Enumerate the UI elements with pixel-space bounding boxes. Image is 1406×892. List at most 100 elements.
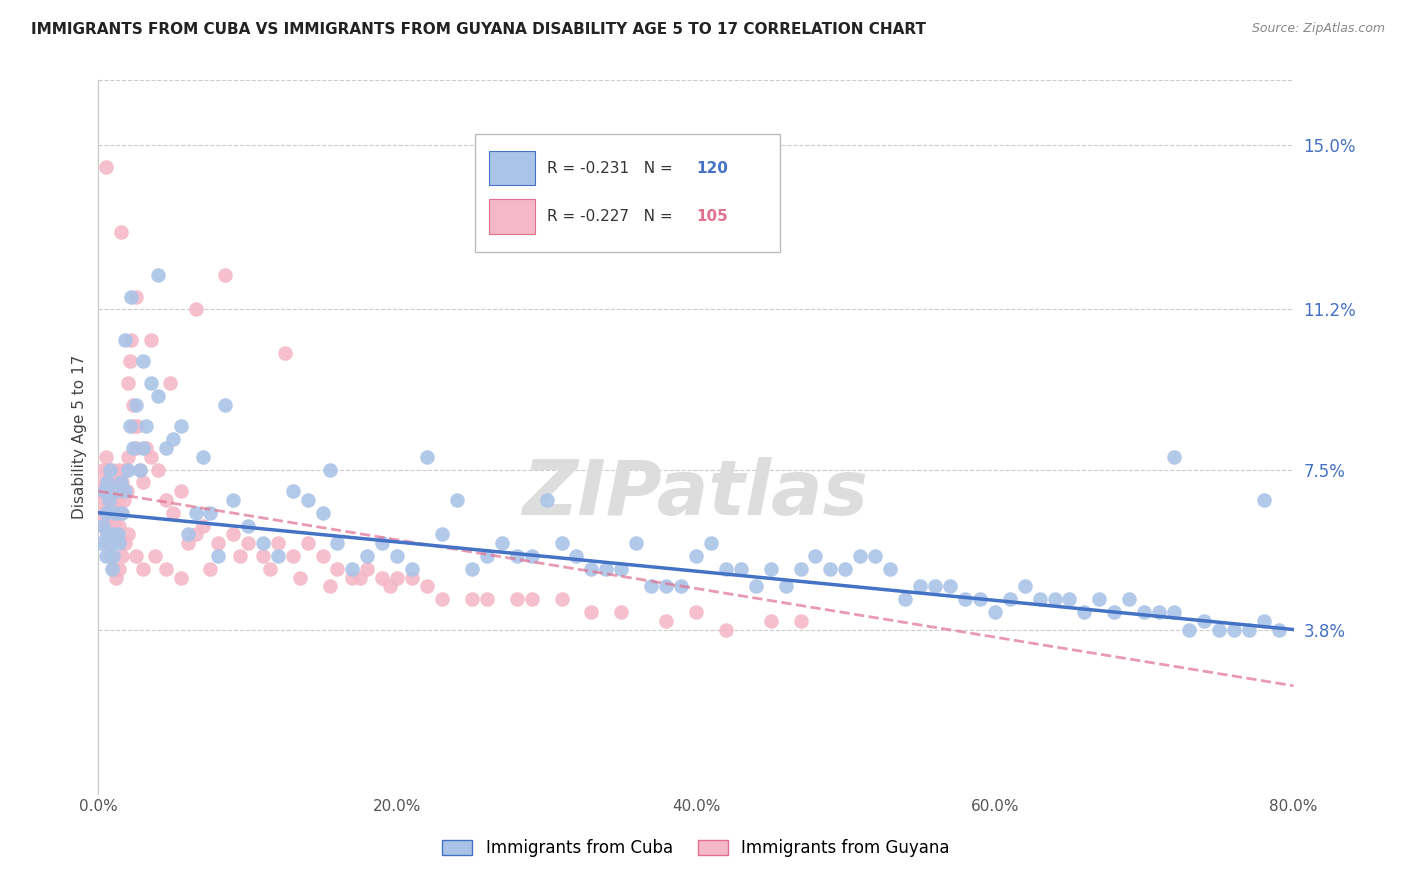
Point bbox=[356, 549, 378, 563]
Point bbox=[124, 419, 146, 434]
Point bbox=[115, 484, 138, 499]
Point bbox=[112, 492, 135, 507]
Point bbox=[1267, 623, 1289, 637]
Point bbox=[91, 462, 114, 476]
Point bbox=[520, 549, 543, 563]
Point bbox=[311, 506, 333, 520]
Point bbox=[222, 492, 245, 507]
Point bbox=[385, 549, 409, 563]
Point bbox=[685, 549, 707, 563]
Point bbox=[104, 506, 127, 520]
Point bbox=[953, 592, 976, 607]
Point bbox=[103, 549, 125, 563]
Point bbox=[125, 549, 148, 563]
Text: IMMIGRANTS FROM CUBA VS IMMIGRANTS FROM GUYANA DISABILITY AGE 5 TO 17 CORRELATIO: IMMIGRANTS FROM CUBA VS IMMIGRANTS FROM … bbox=[31, 22, 927, 37]
Point bbox=[288, 571, 311, 585]
Point bbox=[356, 562, 378, 576]
Point bbox=[207, 549, 229, 563]
Point bbox=[105, 506, 128, 520]
Point bbox=[252, 536, 274, 550]
Y-axis label: Disability Age 5 to 17: Disability Age 5 to 17 bbox=[72, 355, 87, 519]
Point bbox=[311, 549, 333, 563]
Point bbox=[111, 475, 134, 490]
Point bbox=[969, 592, 991, 607]
Point bbox=[775, 579, 797, 593]
Point bbox=[148, 389, 170, 403]
Text: R = -0.227   N =: R = -0.227 N = bbox=[547, 209, 678, 224]
Point bbox=[200, 562, 222, 576]
Point bbox=[804, 549, 827, 563]
Point bbox=[101, 475, 124, 490]
Point bbox=[93, 484, 115, 499]
Point bbox=[939, 579, 962, 593]
Point bbox=[565, 549, 588, 563]
Point bbox=[236, 518, 259, 533]
Point bbox=[475, 549, 498, 563]
Point bbox=[110, 475, 132, 490]
Point bbox=[177, 527, 200, 541]
Point bbox=[169, 419, 191, 434]
Point bbox=[103, 492, 125, 507]
Point bbox=[89, 484, 111, 499]
Point bbox=[139, 450, 162, 464]
Point bbox=[924, 579, 946, 593]
Point bbox=[984, 605, 1007, 619]
Point bbox=[132, 475, 155, 490]
Point bbox=[371, 571, 394, 585]
Point bbox=[108, 536, 131, 550]
Point bbox=[789, 562, 811, 576]
Point bbox=[259, 562, 281, 576]
Point bbox=[120, 289, 142, 303]
Point bbox=[135, 441, 157, 455]
Point bbox=[371, 536, 394, 550]
FancyBboxPatch shape bbox=[489, 200, 534, 234]
Point bbox=[93, 475, 115, 490]
Point bbox=[349, 571, 371, 585]
Point bbox=[120, 333, 142, 347]
Point bbox=[132, 354, 155, 368]
Point bbox=[430, 592, 453, 607]
Point bbox=[342, 562, 364, 576]
Point bbox=[789, 614, 811, 628]
Point bbox=[114, 484, 136, 499]
Point bbox=[1253, 614, 1275, 628]
Point bbox=[714, 562, 737, 576]
Legend: Immigrants from Cuba, Immigrants from Guyana: Immigrants from Cuba, Immigrants from Gu… bbox=[436, 833, 956, 864]
Point bbox=[96, 536, 118, 550]
Point bbox=[107, 527, 129, 541]
Point bbox=[94, 160, 117, 174]
Point bbox=[401, 571, 423, 585]
Point bbox=[98, 484, 122, 499]
Point bbox=[401, 562, 423, 576]
Point bbox=[610, 605, 633, 619]
Point bbox=[267, 549, 290, 563]
Point bbox=[111, 549, 134, 563]
Point bbox=[550, 592, 572, 607]
Point bbox=[520, 592, 543, 607]
Point bbox=[236, 536, 259, 550]
Point bbox=[117, 376, 139, 390]
Point bbox=[110, 484, 132, 499]
Point bbox=[1028, 592, 1050, 607]
Point bbox=[1147, 605, 1170, 619]
Point bbox=[108, 562, 131, 576]
Point bbox=[998, 592, 1021, 607]
Point bbox=[274, 345, 297, 359]
Point bbox=[297, 536, 319, 550]
Point bbox=[184, 527, 207, 541]
Point bbox=[865, 549, 887, 563]
Point bbox=[267, 536, 290, 550]
Point bbox=[1253, 492, 1275, 507]
Point bbox=[1163, 605, 1185, 619]
Point bbox=[94, 450, 117, 464]
Point bbox=[97, 492, 120, 507]
Point bbox=[640, 579, 662, 593]
Point bbox=[200, 506, 222, 520]
FancyBboxPatch shape bbox=[489, 151, 534, 186]
Point bbox=[385, 571, 409, 585]
Point bbox=[745, 579, 768, 593]
Point bbox=[114, 536, 136, 550]
Point bbox=[908, 579, 931, 593]
Point bbox=[121, 441, 143, 455]
Point bbox=[98, 506, 122, 520]
